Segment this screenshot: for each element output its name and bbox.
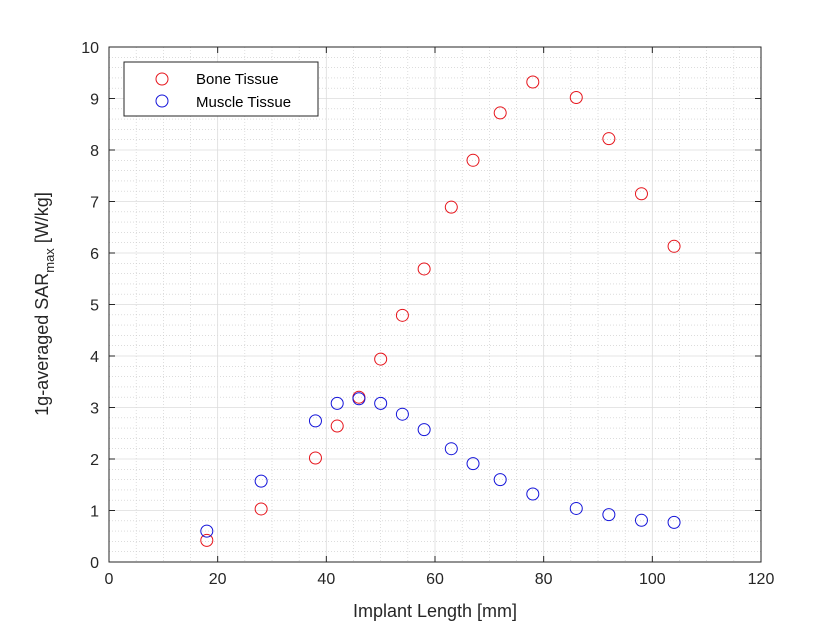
x-tick-label: 80 [535, 571, 553, 588]
legend-label-muscle-tissue: Muscle Tissue [196, 94, 291, 111]
data-markers [200, 75, 681, 547]
x-tick-label: 120 [748, 571, 775, 588]
y-tick-label: 7 [90, 195, 99, 212]
y-tick-label: 3 [90, 401, 99, 418]
y-tick-label: 2 [90, 452, 99, 469]
y-tick-label: 0 [90, 555, 99, 572]
y-tick-label: 5 [90, 298, 99, 315]
data-point-muscle-tissue [308, 414, 322, 428]
data-point-bone-tissue [569, 90, 583, 104]
data-point-bone-tissue [200, 533, 214, 547]
x-tick-label: 40 [317, 571, 335, 588]
data-point-bone-tissue [374, 352, 388, 366]
data-point-muscle-tissue [395, 407, 409, 421]
data-point-muscle-tissue [493, 473, 507, 487]
data-point-bone-tissue [308, 451, 322, 465]
data-point-muscle-tissue [569, 501, 583, 515]
data-point-muscle-tissue [444, 442, 458, 456]
legend-marker-bone-tissue [155, 72, 169, 86]
y-axis-title-subscript: max [42, 248, 57, 273]
x-axis-ticks: 0 20 40 60 80 100 120 [105, 47, 775, 588]
data-point-bone-tissue [417, 262, 431, 276]
data-point-bone-tissue [526, 75, 540, 89]
y-tick-label: 9 [90, 92, 99, 109]
x-tick-label: 20 [209, 571, 227, 588]
data-point-muscle-tissue [374, 396, 388, 410]
data-point-bone-tissue [466, 153, 480, 167]
data-point-muscle-tissue [330, 396, 344, 410]
legend-label-bone-tissue: Bone Tissue [196, 71, 279, 88]
legend: Bone Tissue Muscle Tissue [123, 61, 319, 117]
data-point-muscle-tissue [466, 457, 480, 471]
data-point-bone-tissue [667, 239, 681, 253]
data-point-bone-tissue [254, 502, 268, 516]
y-tick-label: 6 [90, 246, 99, 263]
y-axis-ticks: 0 1 2 3 4 5 6 7 8 9 10 [81, 40, 761, 572]
data-point-muscle-tissue [526, 487, 540, 501]
y-tick-label: 4 [90, 349, 99, 366]
data-point-muscle-tissue [254, 474, 268, 488]
data-point-muscle-tissue [634, 513, 648, 527]
y-axis-title-unit: [W/kg] [32, 192, 52, 248]
data-point-bone-tissue [634, 187, 648, 201]
data-point-bone-tissue [493, 106, 507, 120]
y-tick-label: 8 [90, 143, 99, 160]
data-point-muscle-tissue [352, 392, 366, 406]
y-axis-title: 1g-averaged SARmax [W/kg] [32, 192, 57, 416]
data-point-bone-tissue [330, 419, 344, 433]
legend-marker-muscle-tissue [155, 94, 169, 108]
data-point-bone-tissue [395, 308, 409, 322]
x-axis-title: Implant Length [mm] [353, 601, 517, 621]
data-point-muscle-tissue [417, 423, 431, 437]
y-tick-label: 1 [90, 504, 99, 521]
data-point-muscle-tissue [602, 508, 616, 522]
data-point-muscle-tissue [200, 524, 214, 538]
x-tick-label: 60 [426, 571, 444, 588]
x-tick-label: 0 [105, 571, 114, 588]
y-tick-label: 10 [81, 40, 99, 57]
y-axis-title-main: 1g-averaged SAR [32, 273, 52, 416]
data-point-muscle-tissue [667, 515, 681, 529]
x-tick-label: 100 [639, 571, 666, 588]
data-point-bone-tissue [602, 132, 616, 146]
legend-box [123, 61, 319, 117]
data-point-bone-tissue [444, 200, 458, 214]
